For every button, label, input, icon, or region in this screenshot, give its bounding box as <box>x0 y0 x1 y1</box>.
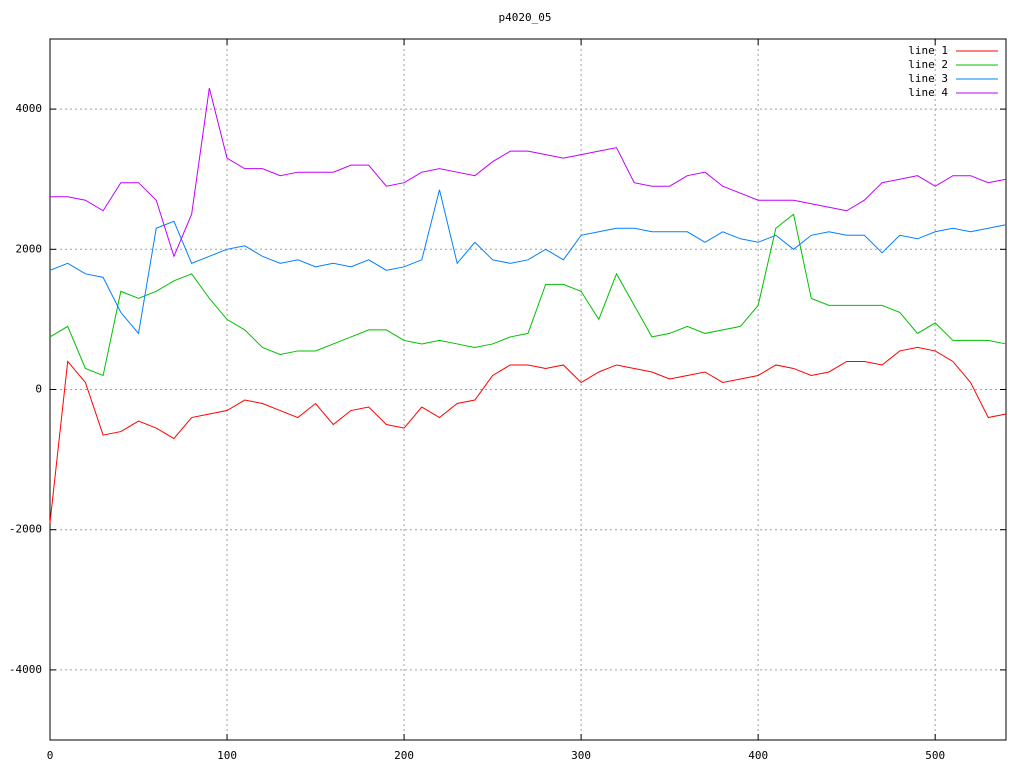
chart-title: p4020_05 <box>499 11 552 24</box>
y-tick-label: -4000 <box>9 663 42 676</box>
line-series <box>50 87 1007 258</box>
plot-frame <box>49 38 1007 741</box>
x-tick-label: 300 <box>571 749 591 762</box>
line-series <box>49 213 1007 377</box>
y-tick-label: 0 <box>35 383 42 396</box>
y-tick-label: -2000 <box>9 523 42 536</box>
x-tick-label: 0 <box>47 749 54 762</box>
x-tick-label: 500 <box>925 749 945 762</box>
line-series <box>49 189 1007 335</box>
legend-label: line 4 <box>908 86 948 99</box>
legend-label: line 1 <box>908 44 948 57</box>
x-tick-label: 400 <box>748 749 768 762</box>
y-tick-label: 4000 <box>16 102 43 115</box>
x-tick-label: 200 <box>394 749 414 762</box>
legend-label: line 3 <box>908 72 948 85</box>
x-tick-label: 100 <box>217 749 237 762</box>
legend-label: line 2 <box>908 58 948 71</box>
line-series <box>49 346 1007 523</box>
y-tick-label: 2000 <box>16 242 43 255</box>
